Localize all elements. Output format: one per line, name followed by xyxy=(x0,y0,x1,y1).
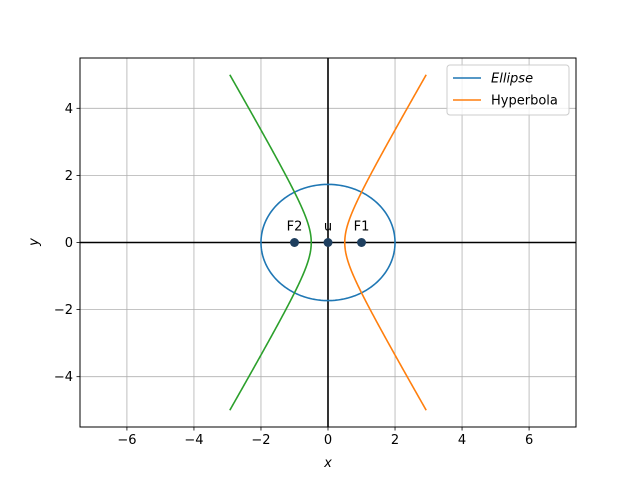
y-tick-label: 2 xyxy=(65,169,73,184)
point-label: F1 xyxy=(354,220,370,235)
x-tick-label: −2 xyxy=(251,433,270,448)
series-line-2 xyxy=(229,74,313,411)
legend: Ellipse Hyperbola xyxy=(446,64,570,116)
x-ticks: −6 −4 −2 0 2 4 6 xyxy=(117,427,533,448)
x-tick-label: 4 xyxy=(458,433,466,448)
x-tick-label: 0 xyxy=(324,433,332,448)
point-marker xyxy=(289,238,299,247)
y-ticks: −4 −2 0 2 4 xyxy=(54,102,80,385)
axes-frame xyxy=(79,57,577,428)
plot-area: F2 u F1 xyxy=(80,58,576,427)
x-tick-label: 2 xyxy=(391,433,399,448)
point-marker xyxy=(323,238,333,247)
point-marker xyxy=(357,238,367,247)
y-tick-label: 0 xyxy=(65,236,73,251)
x-tick-label: −6 xyxy=(117,433,136,448)
x-axis-label: x xyxy=(323,456,332,471)
y-axis-label: y xyxy=(27,238,42,247)
legend-label: Ellipse xyxy=(491,72,533,87)
x-tick-label: −4 xyxy=(184,433,203,448)
y-tick-label: 4 xyxy=(65,102,73,117)
x-tick-label: 6 xyxy=(525,433,533,448)
legend-label: Hyperbola xyxy=(491,94,558,109)
point-label: u xyxy=(324,220,332,235)
series-line-1 xyxy=(343,74,427,411)
y-tick-label: −4 xyxy=(54,370,73,385)
y-tick-label: −2 xyxy=(54,303,73,318)
point-label: F2 xyxy=(287,220,303,235)
